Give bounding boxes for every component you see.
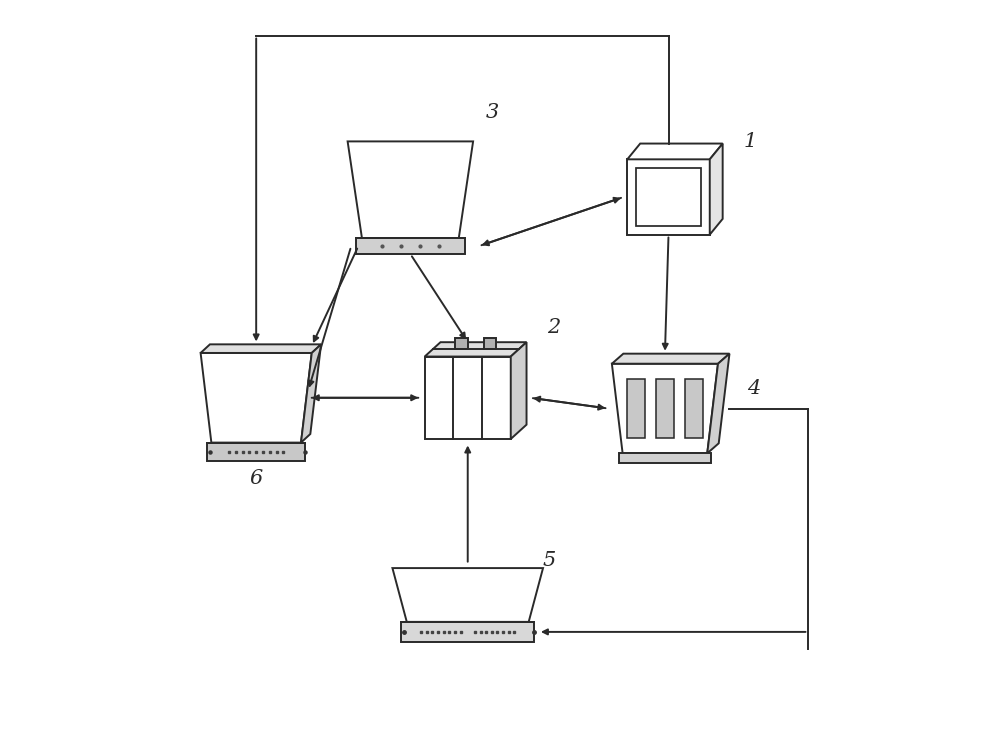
FancyBboxPatch shape	[636, 168, 701, 226]
Polygon shape	[348, 141, 473, 238]
FancyBboxPatch shape	[455, 338, 468, 349]
FancyBboxPatch shape	[207, 442, 305, 461]
Polygon shape	[425, 342, 527, 357]
FancyBboxPatch shape	[401, 622, 534, 642]
FancyBboxPatch shape	[685, 379, 703, 438]
Text: 3: 3	[486, 103, 499, 122]
Text: 5: 5	[543, 551, 556, 570]
FancyBboxPatch shape	[627, 159, 710, 235]
Text: 6: 6	[249, 469, 262, 488]
Polygon shape	[612, 354, 729, 364]
Text: 4: 4	[747, 379, 761, 398]
Polygon shape	[612, 364, 718, 453]
Polygon shape	[707, 354, 729, 453]
FancyBboxPatch shape	[656, 379, 674, 438]
FancyBboxPatch shape	[425, 357, 511, 439]
Polygon shape	[301, 344, 321, 442]
Polygon shape	[201, 344, 321, 353]
FancyBboxPatch shape	[619, 453, 711, 463]
Polygon shape	[201, 353, 312, 442]
FancyBboxPatch shape	[356, 238, 465, 254]
Polygon shape	[511, 342, 527, 439]
Polygon shape	[392, 568, 543, 622]
Polygon shape	[710, 143, 723, 235]
Text: 2: 2	[547, 318, 560, 337]
Text: 1: 1	[744, 132, 757, 151]
FancyBboxPatch shape	[627, 379, 645, 438]
Polygon shape	[627, 143, 723, 159]
FancyBboxPatch shape	[484, 338, 496, 349]
